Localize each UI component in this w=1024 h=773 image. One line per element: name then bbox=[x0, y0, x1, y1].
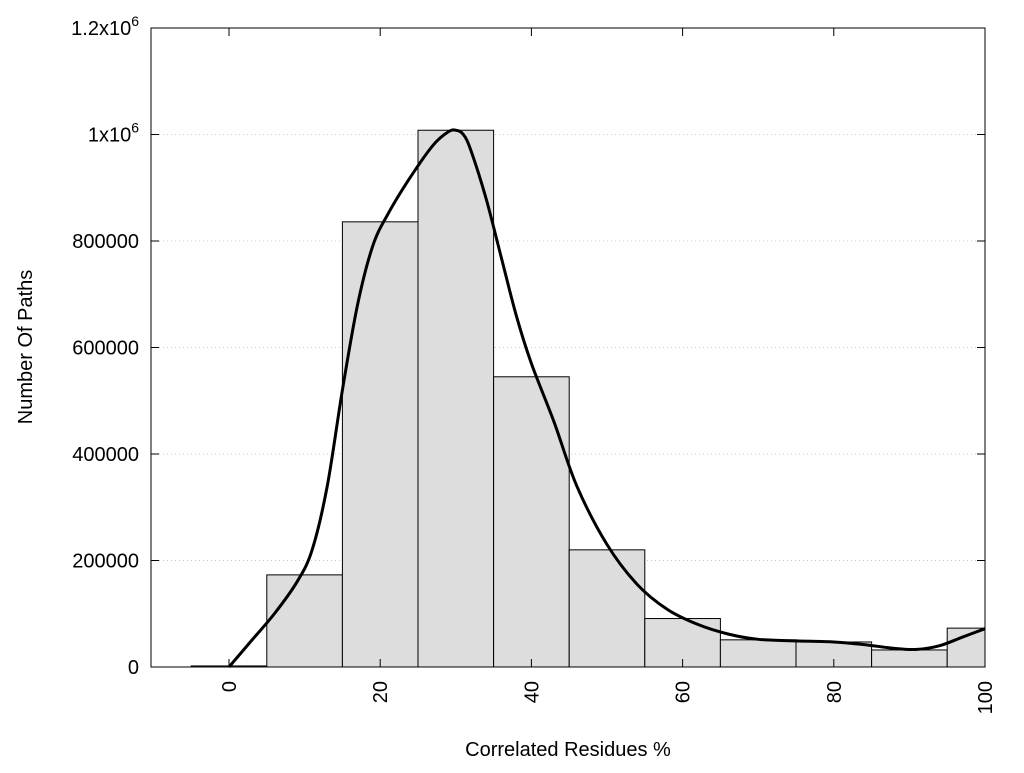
histogram-bar bbox=[493, 376, 570, 668]
x-tick-label: 40 bbox=[521, 681, 543, 703]
y-tick-label: 0 bbox=[128, 657, 139, 679]
y-tick-label: 1.2x106 bbox=[71, 13, 139, 40]
histogram-bar bbox=[946, 627, 986, 668]
y-axis-label: Number Of Paths bbox=[15, 270, 37, 425]
histogram-bar bbox=[871, 649, 948, 668]
histogram-bar bbox=[568, 549, 646, 668]
x-tick-label: 0 bbox=[219, 681, 241, 692]
x-tick-label: 80 bbox=[824, 681, 846, 703]
histogram-bar bbox=[719, 639, 797, 668]
histogram-bar bbox=[341, 221, 419, 668]
x-axis: 0 20 40 60 80 100 bbox=[219, 28, 997, 714]
y-tick-label: 200000 bbox=[72, 551, 139, 573]
y-tick-label: 400000 bbox=[72, 444, 139, 466]
x-tick-label: 60 bbox=[673, 681, 695, 703]
x-tick-label: 20 bbox=[370, 681, 392, 703]
x-axis-label: Correlated Residues % bbox=[465, 739, 671, 761]
histogram-bar bbox=[266, 574, 343, 668]
y-tick-label: 1x106 bbox=[88, 120, 139, 147]
y-tick-label: 600000 bbox=[72, 338, 139, 360]
y-tick-label: 800000 bbox=[72, 231, 139, 253]
bars bbox=[190, 129, 986, 668]
y-axis: 0 200000 400000 600000 800000 1x106 1.2x106 bbox=[71, 13, 985, 679]
density-curve-line bbox=[227, 128, 986, 668]
density-curve bbox=[227, 128, 986, 668]
histogram-bar bbox=[417, 129, 495, 668]
x-tick-label: 100 bbox=[975, 681, 997, 714]
